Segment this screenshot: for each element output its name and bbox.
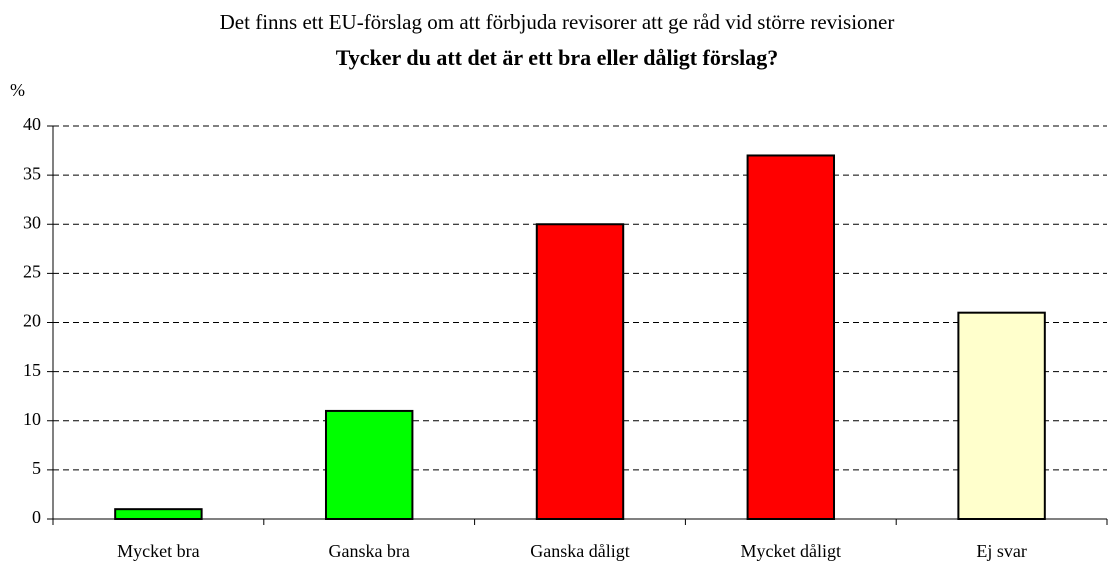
y-tick-label: 15 (23, 360, 41, 380)
x-tick-label: Mycket bra (117, 541, 199, 561)
x-tick-label: Ganska bra (328, 541, 409, 561)
x-tick-label: Ej svar (976, 541, 1026, 561)
y-tick-label: 30 (23, 212, 41, 232)
bar (535, 223, 625, 520)
y-tick-label: 35 (23, 163, 41, 183)
x-tick-label: Ganska dåligt (530, 541, 629, 561)
chart-title: Tycker du att det är ett bra eller dålig… (336, 45, 779, 70)
y-tick-label: 40 (23, 114, 41, 134)
bar (324, 409, 414, 520)
y-tick-label: 5 (32, 458, 41, 478)
bar (746, 154, 836, 520)
x-tick-label: Mycket dåligt (741, 541, 841, 561)
bar (114, 508, 203, 520)
chart-subtitle: Det finns ett EU-förslag om att förbjuda… (220, 10, 895, 34)
y-tick-label: 20 (23, 311, 41, 331)
y-tick-label: 0 (32, 507, 41, 527)
bar (957, 311, 1046, 520)
y-axis-label: % (10, 80, 25, 100)
y-tick-label: 25 (23, 262, 41, 282)
y-tick-label: 10 (23, 409, 41, 429)
